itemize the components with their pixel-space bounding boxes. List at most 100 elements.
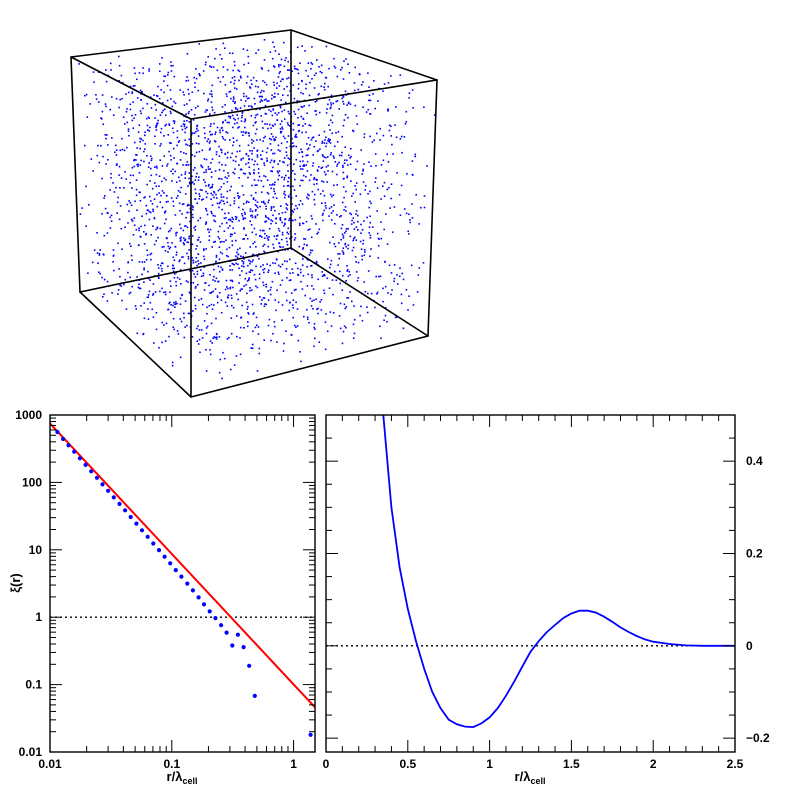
cube-point [177, 190, 180, 192]
cube-point [298, 124, 301, 126]
cube-point [314, 101, 317, 103]
cube-point [123, 187, 125, 189]
cube-point [211, 308, 214, 310]
cube-point [331, 132, 333, 135]
cube-point [270, 170, 272, 172]
cube-point [236, 114, 238, 116]
cube-point [209, 353, 212, 356]
cube-point [172, 172, 174, 175]
cube-point [157, 264, 159, 266]
cube-point [411, 203, 413, 205]
cube-point [165, 201, 168, 203]
cube-point [253, 227, 256, 230]
cube-point [168, 302, 170, 305]
cube-point [319, 70, 322, 73]
cube-point [347, 63, 349, 65]
cube-point [170, 98, 172, 100]
linear-y-tick-label: −0.2 [746, 731, 770, 745]
cube-point [281, 231, 284, 234]
cube-point [129, 103, 132, 106]
cube-point [158, 192, 160, 194]
cube-point [230, 317, 233, 319]
cube-point [343, 209, 345, 211]
cube-point [280, 205, 282, 207]
cube-point [229, 265, 231, 267]
cube-point [133, 67, 136, 69]
cube-point [297, 68, 299, 71]
cube-point [389, 207, 391, 209]
cube-point [241, 185, 244, 187]
cube-point [315, 140, 317, 142]
cube-point [103, 293, 105, 295]
cube-point [302, 248, 304, 250]
cube-point [119, 187, 121, 189]
cube-point [232, 218, 234, 220]
cube-point [202, 70, 205, 72]
cube-point [235, 108, 237, 110]
cube-point [156, 205, 159, 208]
cube-point [256, 206, 259, 209]
cube-point [342, 96, 345, 98]
cube-point [254, 215, 257, 218]
cube-point [268, 199, 270, 202]
cube-point [312, 136, 315, 138]
cube-point [152, 316, 155, 318]
cube-point [270, 222, 272, 225]
cube-point [283, 176, 286, 179]
cube-point [308, 194, 310, 197]
cube-point [194, 86, 196, 89]
cube-point [292, 122, 294, 125]
cube-point [199, 74, 201, 76]
loglog-data-point [55, 429, 60, 435]
cube-point [268, 109, 270, 111]
cube-point [307, 197, 310, 200]
cube-point [146, 183, 148, 186]
cube-point [198, 143, 200, 145]
cube-point [307, 229, 310, 231]
cube-point [265, 151, 268, 154]
cube-point [225, 93, 228, 95]
cube-point [412, 107, 414, 109]
cube-point [218, 270, 221, 273]
cube-point [246, 292, 248, 295]
cube-point [175, 301, 177, 303]
cube-point [292, 219, 294, 222]
cube-point [124, 278, 127, 281]
cube-point [211, 133, 213, 136]
cube-point [325, 207, 327, 209]
cube-point [321, 140, 324, 143]
cube-point-cloud-panel [70, 29, 438, 399]
cube-point [118, 268, 120, 270]
cube-point [293, 97, 296, 100]
cube-point [87, 272, 89, 274]
cube-point [391, 143, 393, 146]
cube-point [127, 222, 129, 224]
cube-point [248, 271, 251, 273]
cube-point [266, 179, 269, 181]
cube-point [212, 214, 214, 217]
cube-point [341, 224, 344, 226]
cube-point [267, 69, 270, 72]
cube-point [168, 123, 170, 125]
loglog-data-point [247, 663, 252, 668]
cube-point [270, 159, 273, 162]
cube-point [317, 170, 319, 172]
cube-point [180, 227, 182, 230]
cube-point [209, 134, 212, 136]
cube-point [253, 172, 255, 175]
cube-point [321, 180, 323, 182]
cube-point [258, 175, 261, 178]
cube-point [251, 210, 254, 213]
cube-point [192, 259, 195, 262]
cube-point [229, 204, 232, 206]
cube-point [330, 325, 333, 327]
cube-point [159, 290, 161, 293]
cube-point [96, 232, 98, 234]
cube-point [148, 290, 151, 293]
cube-point [262, 127, 264, 129]
cube-point [325, 313, 327, 315]
cube-point [183, 152, 185, 154]
cube-point [95, 94, 97, 96]
cube-point [235, 315, 238, 317]
cube-point [145, 204, 148, 207]
